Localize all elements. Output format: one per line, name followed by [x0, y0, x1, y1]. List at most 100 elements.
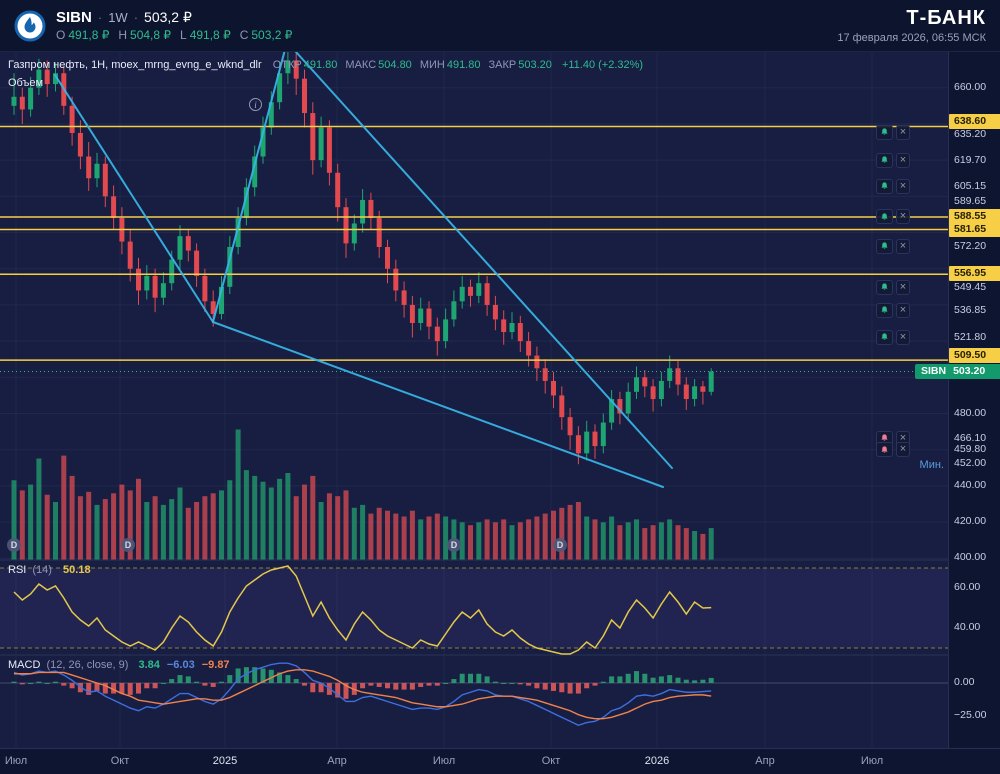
legend-stat-key: ОТКР: [272, 59, 302, 71]
price-tick-label: 549.45: [954, 280, 987, 293]
price-tick-label: 619.70: [954, 153, 987, 166]
alert-remove-icon[interactable]: ×: [896, 124, 910, 140]
alert-bell-icon[interactable]: [876, 302, 893, 318]
legend-stat-key: МАКС: [345, 59, 377, 71]
current-price-value: 503.20: [953, 364, 986, 377]
price-tick-label: 572.20: [954, 239, 987, 252]
header-right: Т-БАНК 17 февраля 2026, 06:55 МСК: [837, 7, 986, 44]
alert-bell-icon[interactable]: [876, 152, 893, 168]
level-price-label[interactable]: 509.50: [949, 348, 1000, 364]
chart-legend: Газпром нефть, 1Н, moex_mrng_evng_e_wknd…: [8, 58, 643, 90]
legend-title[interactable]: Газпром нефть, 1Н, moex_mrng_evng_e_wknd…: [8, 59, 262, 71]
price-tick-label: 440.00: [954, 478, 987, 491]
ohlc-key: О: [56, 28, 66, 42]
tbank-logo: Т-БАНК: [906, 7, 986, 29]
price-chart-canvas[interactable]: [0, 0, 948, 748]
alert-bell-icon[interactable]: [876, 238, 893, 254]
alert-bell-icon[interactable]: [876, 209, 893, 225]
price-axis[interactable]: 660.00 638.60 635.20 619.70 605.15 589.65 588.…: [915, 0, 1000, 748]
price-alert-row: ×: [876, 152, 910, 168]
alert-remove-icon[interactable]: ×: [896, 442, 910, 458]
time-axis-label: Окт: [110, 755, 130, 767]
time-axis-label: Июл: [4, 755, 28, 767]
macd-name: MACD: [8, 659, 41, 671]
dividend-marker[interactable]: D: [447, 538, 461, 552]
level-price-label[interactable]: 588.55: [949, 209, 1000, 225]
macd-axis-label: −25.00: [954, 709, 987, 721]
level-price-label[interactable]: 581.65: [949, 221, 1000, 237]
rsi-indicator-label[interactable]: RSI (14) 50.18: [8, 564, 91, 576]
datetime-label: 17 февраля 2026, 06:55 МСК: [837, 32, 986, 44]
ohlc-summary: О 491,8 ₽ Н 504,8 ₽ L 491,8 ₽ С 503,2 ₽: [56, 28, 301, 42]
legend-stat-value: 491.80: [446, 59, 481, 71]
dividend-marker[interactable]: D: [553, 538, 567, 552]
price-alert-row: ×: [876, 329, 910, 345]
price-tick-label: 589.65: [954, 195, 987, 208]
price-tick-label: 521.80: [954, 330, 987, 343]
ohlc-key: L: [180, 28, 187, 42]
time-axis[interactable]: Июл Окт 2025 Апр Июл Окт 2026 Апр Июл: [0, 748, 1000, 774]
rsi-axis-label: 40.00: [954, 621, 981, 633]
alert-remove-icon[interactable]: ×: [896, 209, 910, 225]
time-axis-label: Июл: [860, 755, 884, 767]
legend-change: +11.40 (+2.32%): [561, 59, 644, 71]
symbol-block: SIBN · 1W · 503,2 ₽ О 491,8 ₽ Н 504,8 ₽ L 491…: [56, 9, 301, 42]
price-alert-row: ×: [876, 430, 910, 446]
alert-bell-icon[interactable]: [876, 442, 893, 458]
dividend-marker[interactable]: D: [7, 538, 21, 552]
macd-value: −6.03: [166, 659, 195, 671]
price-tick-label: 452.00: [954, 457, 987, 470]
price-alert-row: ×: [876, 302, 910, 318]
legend-stat-key: ЗАКР: [488, 59, 517, 71]
level-price-label[interactable]: 638.60: [949, 114, 1000, 130]
volume-label[interactable]: Объем: [8, 77, 44, 89]
price-tick-label: 459.80: [954, 443, 987, 456]
price-tick-label: 635.20: [954, 127, 987, 140]
time-axis-label: Апр: [755, 755, 775, 767]
current-price-label: SIBN 503.20: [915, 363, 1000, 379]
ohlc-value: 491,8 ₽: [189, 28, 231, 42]
price-tick-label: 660.00: [954, 80, 987, 93]
last-price: 503,2 ₽: [144, 9, 192, 25]
event-info-marker[interactable]: i: [249, 98, 262, 111]
dividend-marker[interactable]: D: [121, 538, 135, 552]
price-alert-row: ×: [876, 124, 910, 140]
price-alert-row: ×: [876, 279, 910, 295]
separator-dot: ·: [133, 10, 139, 25]
alert-bell-icon[interactable]: [876, 279, 893, 295]
rsi-name: RSI: [8, 564, 27, 576]
alert-remove-icon[interactable]: ×: [896, 302, 910, 318]
separator-dot: ·: [97, 10, 103, 25]
price-alert-row: ×: [876, 178, 910, 194]
app-header: SIBN · 1W · 503,2 ₽ О 491,8 ₽ Н 504,8 ₽ L 491…: [0, 0, 1000, 52]
price-tick-label: 480.00: [954, 406, 987, 419]
alert-remove-icon[interactable]: ×: [896, 279, 910, 295]
legend-stat-value: 504.80: [378, 59, 412, 71]
macd-value: −9.87: [201, 659, 230, 671]
alert-bell-icon[interactable]: [876, 329, 893, 345]
ohlc-value: 503,2 ₽: [251, 28, 293, 42]
alert-remove-icon[interactable]: ×: [896, 178, 910, 194]
price-tick-label: 536.85: [954, 303, 987, 316]
symbol-ticker[interactable]: SIBN: [56, 9, 92, 26]
price-tick-label: 400.00: [954, 551, 987, 564]
timeframe-selector[interactable]: 1W: [108, 10, 128, 25]
alert-remove-icon[interactable]: ×: [896, 152, 910, 168]
alert-bell-icon[interactable]: [876, 178, 893, 194]
alert-remove-icon[interactable]: ×: [896, 329, 910, 345]
price-alert-row: ×: [876, 442, 910, 458]
alert-bell-icon[interactable]: [876, 124, 893, 140]
time-axis-label: 2026: [644, 755, 670, 767]
level-price-label[interactable]: 556.95: [949, 266, 1000, 282]
ohlc-value: 491,8 ₽: [68, 28, 110, 42]
price-alert-row: ×: [876, 238, 910, 254]
ohlc-key: С: [239, 28, 249, 42]
price-alert-row: ×: [876, 209, 910, 225]
macd-indicator-label[interactable]: MACD (12, 26, close, 9) 3.84 −6.03 −9.87: [8, 659, 230, 671]
rsi-axis-label: 60.00: [954, 581, 981, 593]
time-axis-label: Июл: [432, 755, 456, 767]
price-tick-label: 420.00: [954, 515, 987, 528]
alert-remove-icon[interactable]: ×: [896, 238, 910, 254]
gazpromneft-logo: [14, 10, 46, 42]
